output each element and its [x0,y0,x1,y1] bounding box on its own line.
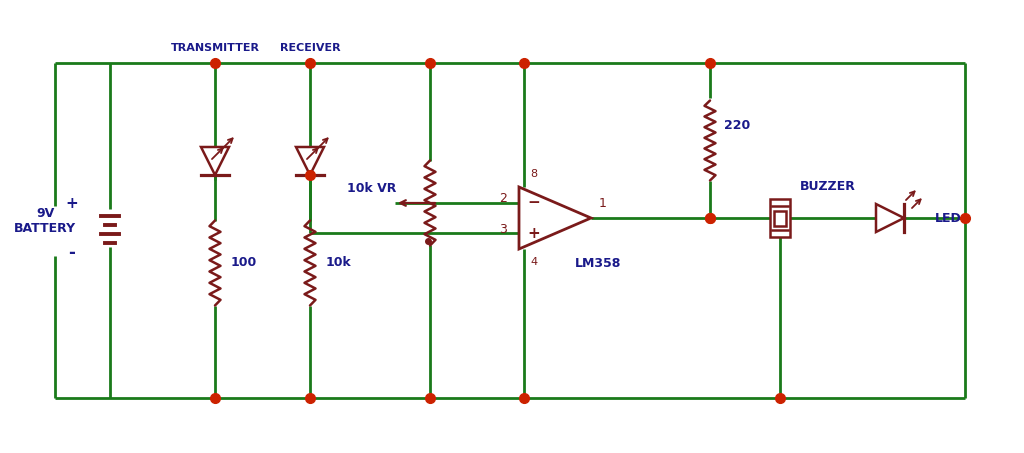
Bar [774,211,786,226]
Text: 2: 2 [499,192,507,205]
Text: BUZZER: BUZZER [800,179,856,193]
Text: −: − [527,195,540,210]
Text: 8: 8 [530,169,538,179]
Text: +: + [66,196,79,211]
Text: 4: 4 [530,257,538,267]
Text: 100: 100 [231,256,257,270]
Text: LED: LED [935,212,962,225]
Text: 3: 3 [499,223,507,236]
Text: -: - [69,244,76,262]
Text: 9V
BATTERY: 9V BATTERY [14,207,76,235]
Text: LM358: LM358 [575,257,622,270]
Text: 220: 220 [724,119,751,132]
Text: 10k VR: 10k VR [347,182,396,194]
Bar [770,199,790,237]
Text: 10k: 10k [326,256,352,270]
Text: +: + [527,226,540,241]
Text: 1: 1 [599,197,607,210]
Text: TRANSMITTER: TRANSMITTER [171,43,259,53]
Text: RECEIVER: RECEIVER [280,43,340,53]
